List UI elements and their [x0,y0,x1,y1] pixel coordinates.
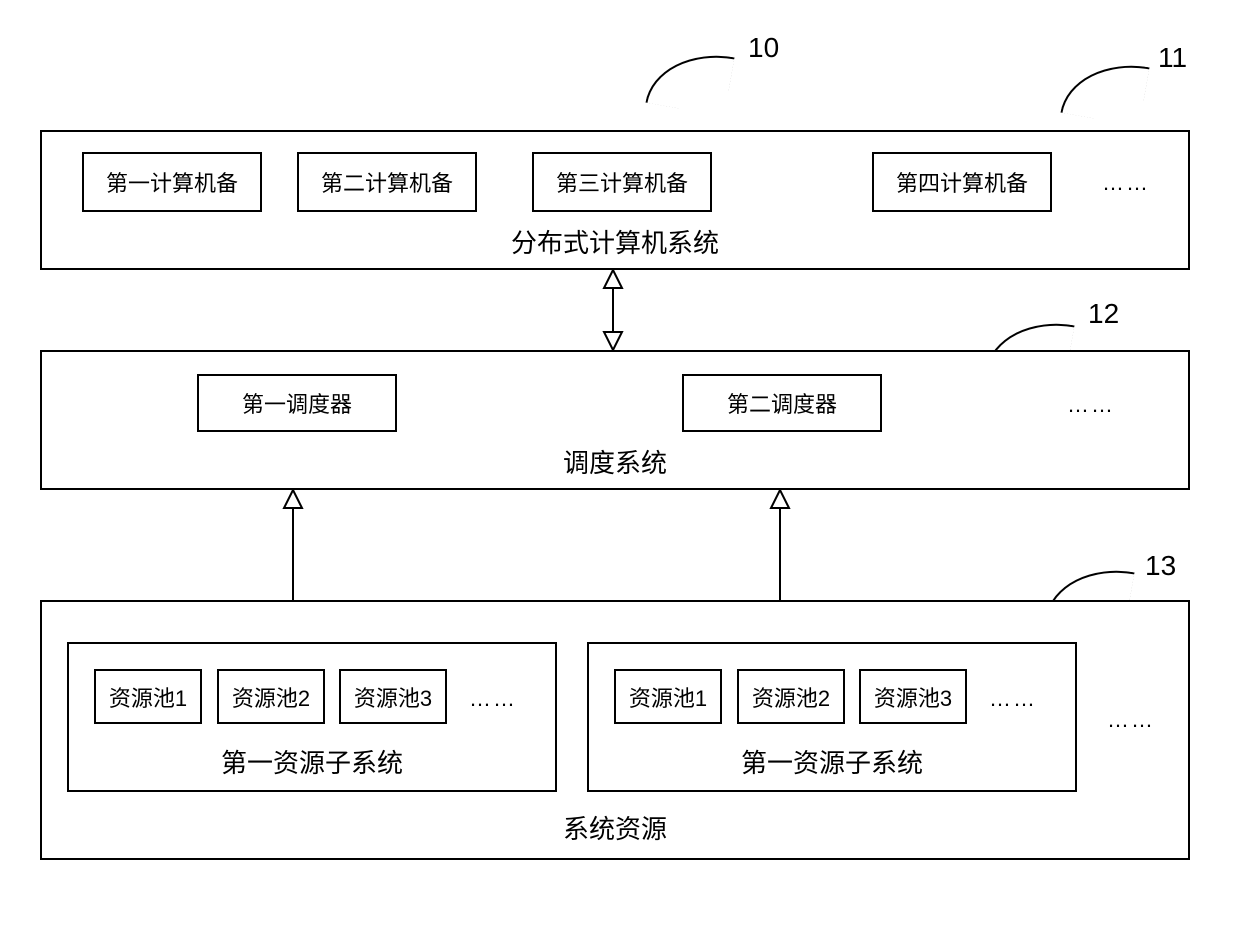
system-architecture-diagram: 10 11 12 13 第一计算机备 第二计算机备 第三计算机备 第四计算机备 … [30,40,1210,907]
callout-13: 13 [1145,550,1176,582]
pool-1-1-label: 资源池1 [109,681,187,713]
pool-1-1: 资源池1 [94,669,202,724]
resource-subsystem-2: 资源池1 资源池2 资源池3 …… 第一资源子系统 [587,642,1077,792]
scheduler-1-label: 第一调度器 [242,387,352,419]
callout-11: 11 [1158,42,1187,74]
pool-2-1: 资源池1 [614,669,722,724]
pool-1-3: 资源池3 [339,669,447,724]
sub2-ellipsis: …… [989,686,1037,712]
middle-ellipsis: …… [1067,392,1115,418]
pool-2-2: 资源池2 [737,669,845,724]
callout-10: 10 [748,32,779,64]
pool-1-2-label: 资源池2 [232,681,310,713]
top-ellipsis: …… [1102,170,1150,196]
computer-device-1: 第一计算机备 [82,152,262,212]
pool-1-2: 资源池2 [217,669,325,724]
callout-12: 12 [1088,298,1119,330]
top-layer-title: 分布式计算机系统 [42,223,1188,260]
computer-device-1-label: 第一计算机备 [106,166,238,198]
scheduler-2-label: 第二调度器 [727,387,837,419]
layer-distributed-system: 第一计算机备 第二计算机备 第三计算机备 第四计算机备 …… 分布式计算机系统 [40,130,1190,270]
scheduler-2: 第二调度器 [682,374,882,432]
pool-2-3-label: 资源池3 [874,681,952,713]
pool-2-3: 资源池3 [859,669,967,724]
computer-device-4-label: 第四计算机备 [896,166,1028,198]
arrow-top-middle [598,270,628,350]
bottom-layer-title: 系统资源 [42,809,1188,846]
computer-device-4: 第四计算机备 [872,152,1052,212]
pool-2-1-label: 资源池1 [629,681,707,713]
subsystem-2-title: 第一资源子系统 [589,743,1075,780]
computer-device-2-label: 第二计算机备 [321,166,453,198]
subsystem-1-title: 第一资源子系统 [69,743,555,780]
computer-device-3-label: 第三计算机备 [556,166,688,198]
bottom-ellipsis: …… [1107,707,1155,733]
layer-system-resources: 资源池1 资源池2 资源池3 …… 第一资源子系统 资源池1 资源池2 资源池3… [40,600,1190,860]
callout-arc-10 [645,44,734,117]
pool-2-2-label: 资源池2 [752,681,830,713]
layer-scheduler-system: 第一调度器 第二调度器 …… 调度系统 [40,350,1190,490]
resource-subsystem-1: 资源池1 资源池2 资源池3 …… 第一资源子系统 [67,642,557,792]
middle-layer-title: 调度系统 [42,443,1188,480]
sub1-ellipsis: …… [469,686,517,712]
computer-device-2: 第二计算机备 [297,152,477,212]
scheduler-1: 第一调度器 [197,374,397,432]
pool-1-3-label: 资源池3 [354,681,432,713]
computer-device-3: 第三计算机备 [532,152,712,212]
callout-arc-11 [1060,54,1149,127]
